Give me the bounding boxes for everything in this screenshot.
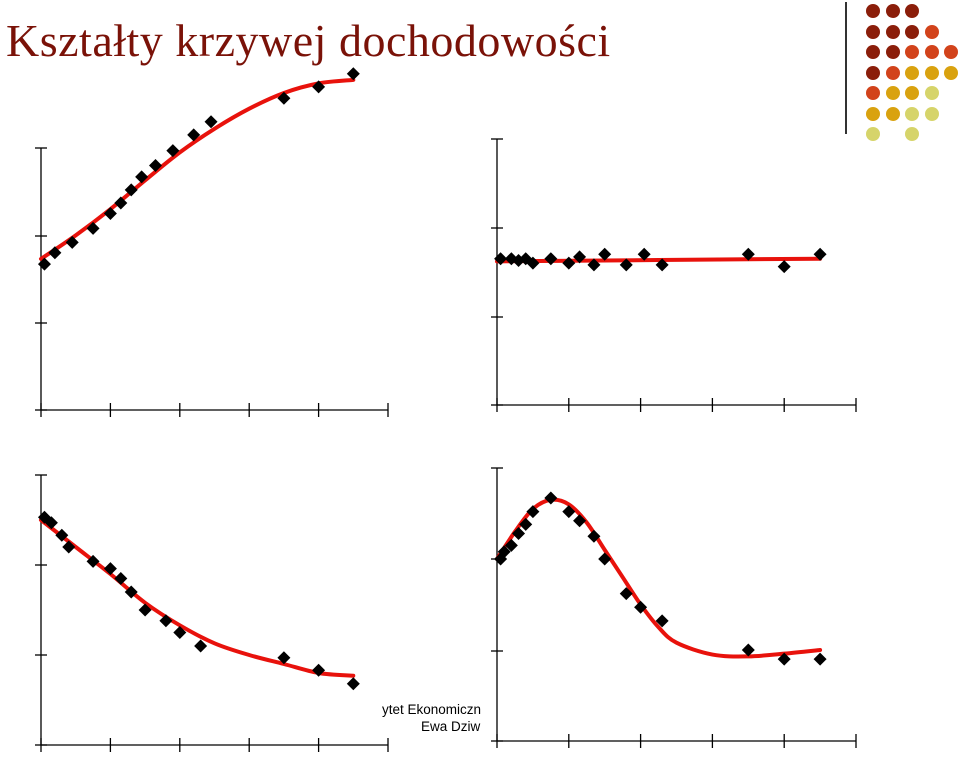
decor-dot	[866, 106, 880, 121]
decor-dot	[924, 24, 939, 39]
data-point	[44, 516, 58, 530]
data-point	[312, 80, 326, 94]
decor-dot	[905, 106, 919, 121]
decor-dot	[885, 4, 900, 18]
data-point	[48, 246, 62, 260]
data-point	[634, 600, 648, 614]
data-point	[86, 221, 100, 235]
data-point	[562, 256, 576, 270]
data-point	[55, 528, 69, 542]
data-point	[114, 196, 128, 210]
data-point	[312, 663, 326, 677]
data-point	[135, 170, 149, 184]
fitted-curve	[39, 77, 356, 261]
decor-dot	[885, 106, 900, 121]
data-point	[526, 256, 540, 270]
decor-dot	[924, 106, 939, 121]
decor-dot	[924, 65, 939, 80]
decor-dot	[905, 4, 919, 18]
decor-dot	[866, 4, 880, 18]
footer-author: Ewa Dziw	[421, 719, 481, 734]
data-point	[813, 652, 827, 666]
decor-dot	[885, 24, 900, 39]
data-point	[124, 183, 138, 197]
data-point	[562, 505, 576, 519]
data-point	[159, 614, 173, 628]
decor-dot	[866, 24, 880, 39]
decor-dot	[866, 45, 880, 59]
data-point	[494, 252, 508, 266]
decor-dot	[905, 45, 919, 59]
decor-dot	[866, 65, 880, 80]
data-point	[62, 540, 76, 554]
decor-dot	[944, 65, 958, 80]
data-point	[519, 517, 533, 531]
title-divider	[845, 2, 847, 134]
data-point	[497, 545, 511, 559]
decor-dot	[866, 86, 880, 100]
data-point	[187, 128, 201, 142]
data-point	[504, 538, 518, 552]
data-point	[655, 258, 669, 272]
data-point	[777, 652, 791, 666]
decor-dot	[905, 127, 919, 141]
data-point	[741, 247, 755, 261]
decor-dot	[885, 45, 900, 59]
data-point	[65, 235, 79, 249]
decor-dot	[866, 127, 880, 141]
data-point	[114, 572, 128, 585]
data-point	[173, 626, 187, 639]
decor-dot	[905, 24, 919, 39]
data-point	[166, 144, 180, 158]
data-point	[741, 643, 755, 657]
data-point	[544, 491, 558, 505]
fitted-curve	[495, 497, 823, 659]
data-point	[37, 257, 51, 271]
fitted-curve	[39, 518, 356, 678]
decor-dot	[905, 86, 919, 100]
data-point	[277, 91, 291, 105]
data-point	[777, 260, 791, 274]
decor-dot	[885, 65, 900, 80]
data-point	[573, 250, 587, 264]
data-point	[103, 207, 117, 220]
decorative-dot-grid	[866, 4, 958, 154]
page-title: Kształty krzywej dochodowości	[6, 15, 611, 66]
data-point	[619, 258, 633, 272]
decor-dot	[905, 65, 919, 80]
data-point	[194, 639, 208, 653]
data-point	[149, 158, 163, 172]
data-point	[598, 552, 612, 566]
data-point	[346, 677, 360, 691]
data-point	[598, 247, 612, 261]
data-point	[86, 554, 100, 568]
data-point	[277, 651, 291, 665]
data-point	[587, 258, 601, 272]
decor-dot	[924, 86, 939, 100]
data-point	[587, 529, 601, 543]
data-point	[346, 67, 360, 81]
data-point	[637, 247, 651, 261]
data-point	[526, 505, 540, 519]
data-point	[124, 585, 138, 599]
data-point	[512, 527, 526, 541]
data-point	[544, 252, 558, 266]
decor-dot	[944, 45, 958, 59]
data-point	[655, 614, 669, 628]
data-point	[103, 562, 117, 576]
data-point	[813, 247, 827, 261]
data-point	[573, 514, 587, 528]
decor-dot	[885, 86, 900, 100]
data-point	[619, 587, 633, 601]
footer-institution: ytet Ekonomiczn	[382, 702, 482, 717]
data-point	[204, 115, 218, 129]
data-point	[138, 603, 152, 617]
decor-dot	[924, 45, 939, 59]
